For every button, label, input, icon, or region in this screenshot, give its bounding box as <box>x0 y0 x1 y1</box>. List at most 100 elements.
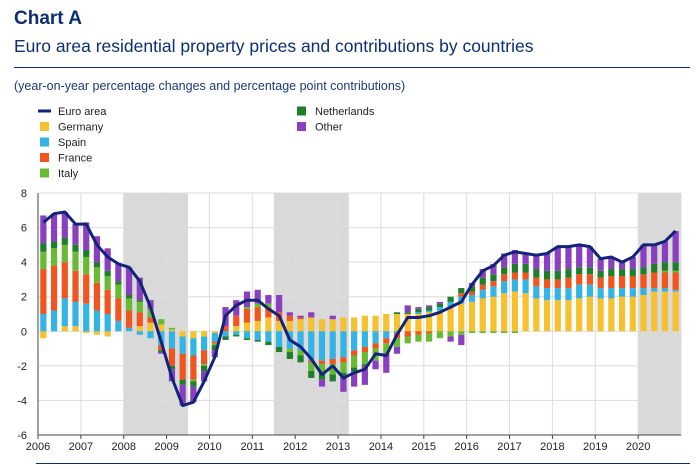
bar-segment-spain <box>372 331 379 344</box>
bar-segment-netherlands <box>233 334 240 337</box>
bar-segment-france <box>479 284 486 290</box>
bar-segment-france <box>565 277 572 289</box>
x-tick-label: 2019 <box>583 441 607 453</box>
bar-segment-netherlands <box>651 263 658 273</box>
bar-segment-netherlands <box>586 267 594 275</box>
bar-segment-italy <box>436 331 443 339</box>
bar-segment-netherlands <box>597 270 604 278</box>
bar-segment-spain <box>640 288 647 295</box>
bar-segment-france <box>115 298 122 321</box>
bar-segment-germany <box>383 314 390 332</box>
bar-segment-france <box>265 307 272 318</box>
bar-segment-germany <box>254 320 261 332</box>
bar-segment-netherlands <box>254 339 261 342</box>
bar-segment-other <box>447 336 454 342</box>
bar-segment-spain <box>361 331 368 347</box>
bar-segment-spain <box>383 331 390 339</box>
bar-segment-germany <box>372 315 379 332</box>
bar-segment-spain <box>340 331 347 358</box>
bar-segment-germany <box>308 317 315 332</box>
bar-segment-other <box>554 246 561 271</box>
bar-segment-italy <box>340 362 347 373</box>
bar-segment-france <box>104 289 111 314</box>
bar-segment-other <box>436 301 443 304</box>
bar-segment-netherlands <box>618 269 626 276</box>
bar-segment-france <box>308 360 315 363</box>
x-tick-label: 2016 <box>454 441 478 453</box>
bar-segment-netherlands <box>72 244 79 252</box>
bar-segment-france <box>201 350 208 365</box>
bar-segment-other <box>383 353 390 373</box>
x-tick-label: 2007 <box>69 441 93 453</box>
bar-segment-netherlands <box>393 312 401 314</box>
bar-segment-spain <box>265 331 272 342</box>
bar-segment-netherlands <box>554 270 561 280</box>
bar-segment-france <box>125 310 133 328</box>
bar-segment-spain <box>586 284 594 297</box>
bar-segment-france <box>318 360 326 365</box>
bar-segment-spain <box>61 298 68 327</box>
bar-segment-spain <box>511 279 518 292</box>
bar-segment-france <box>351 350 358 356</box>
bar-segment-other <box>233 300 240 316</box>
bar-segment-germany <box>576 298 583 332</box>
bar-segment-other <box>115 263 122 282</box>
bar-segment-italy <box>501 331 508 334</box>
bar-segment-france <box>222 326 229 332</box>
bar-segment-netherlands <box>115 281 122 285</box>
bar-segment-spain <box>318 331 326 361</box>
bar-segment-italy <box>243 307 251 309</box>
bar-segment-spain <box>50 310 58 332</box>
bar-segment-netherlands <box>136 300 143 302</box>
bar-segment-germany <box>468 301 476 332</box>
bar-segment-netherlands <box>93 262 101 268</box>
bar-segment-netherlands <box>351 367 358 372</box>
bar-segment-netherlands <box>404 312 411 314</box>
bar-segment-spain <box>233 331 240 335</box>
bar-segment-netherlands <box>201 365 208 372</box>
bar-segment-germany <box>136 326 143 332</box>
bar-segment-other <box>136 277 143 301</box>
bar-segment-netherlands <box>318 372 326 380</box>
bar-segment-italy <box>115 284 122 299</box>
bar-segment-italy <box>40 251 47 270</box>
bar-segment-spain <box>436 307 443 311</box>
bar-segment-france <box>72 270 79 302</box>
legend-label-netherlands: Netherlands <box>315 106 375 118</box>
bar-segment-netherlands <box>50 241 58 249</box>
bar-segment-netherlands <box>61 237 68 245</box>
bar-segment-italy <box>147 308 154 318</box>
legend-label-italy: Italy <box>58 168 79 180</box>
bar-segment-italy <box>125 298 133 311</box>
bar-segment-germany <box>640 294 647 332</box>
bar-segment-france <box>458 293 465 297</box>
y-tick-label: 0 <box>21 326 27 338</box>
title-divider <box>14 67 690 68</box>
bar-segment-netherlands <box>501 267 508 275</box>
bar-segment-france <box>597 277 604 289</box>
bar-segment-netherlands <box>40 243 47 252</box>
bar-segment-spain <box>179 336 186 354</box>
bar-segment-france <box>286 315 293 321</box>
bar-segment-france <box>468 291 476 295</box>
bar-segment-germany <box>608 298 615 332</box>
bar-segment-germany <box>211 331 218 334</box>
y-tick-label: 6 <box>21 223 27 235</box>
bar-segment-france <box>168 348 176 366</box>
bar-segment-france <box>233 315 240 327</box>
bar-segment-spain <box>168 331 176 349</box>
bar-segment-germany <box>501 293 508 332</box>
legend-swatch-italy <box>40 168 49 178</box>
bar-segment-germany <box>190 331 197 339</box>
bar-segment-other <box>565 246 572 270</box>
bar-segment-france <box>93 282 101 311</box>
x-tick-label: 2010 <box>197 441 221 453</box>
bar-segment-spain <box>297 331 304 351</box>
bar-segment-netherlands <box>426 307 433 311</box>
bar-segment-spain <box>672 289 679 292</box>
bar-segment-italy <box>415 334 422 342</box>
bar-segment-other <box>458 334 465 346</box>
bar-segment-netherlands <box>468 286 476 292</box>
x-tick-label: 2011 <box>241 441 265 453</box>
legend-label-other: Other <box>315 122 343 134</box>
